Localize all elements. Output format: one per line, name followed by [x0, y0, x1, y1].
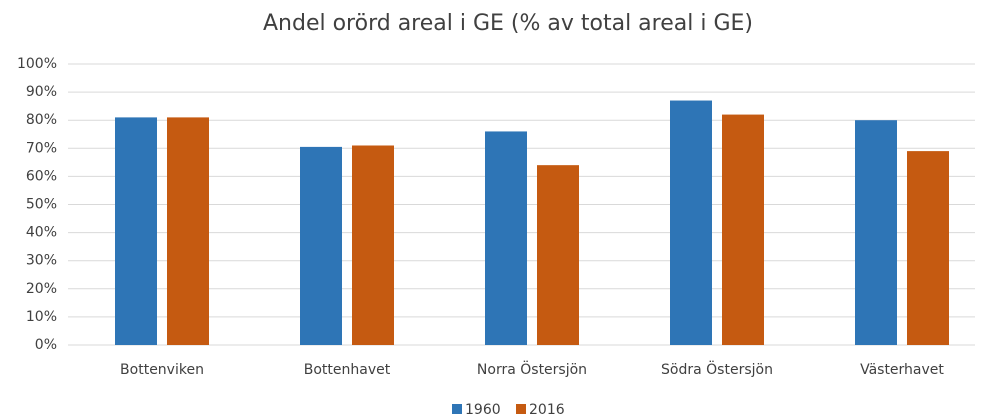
bar [485, 131, 527, 345]
legend-swatch [516, 404, 526, 414]
bar [670, 100, 712, 345]
legend-label: 1960 [465, 402, 501, 418]
legend-label: 2016 [529, 402, 565, 418]
y-tick-label: 10% [26, 309, 57, 325]
bar [907, 151, 949, 345]
x-tick-label: Bottenviken [120, 362, 204, 378]
bar [352, 145, 394, 345]
bar [855, 120, 897, 345]
y-tick-label: 30% [26, 253, 57, 269]
bar [722, 114, 764, 345]
y-tick-label: 40% [26, 225, 57, 241]
x-tick-label: Södra Östersjön [661, 360, 773, 378]
x-tick-label: Bottenhavet [304, 362, 391, 378]
y-tick-label: 70% [26, 140, 57, 156]
y-tick-label: 60% [26, 168, 57, 184]
legend-swatch [452, 404, 462, 414]
y-tick-label: 20% [26, 281, 57, 297]
y-tick-label: 0% [35, 337, 57, 353]
chart-title: Andel orörd areal i GE (% av total areal… [263, 11, 753, 36]
x-tick-label: Norra Östersjön [477, 360, 587, 378]
bar [115, 117, 157, 345]
y-tick-label: 100% [17, 56, 57, 72]
bar [167, 117, 209, 345]
bar [300, 146, 342, 345]
bar [537, 165, 579, 345]
x-tick-label: Västerhavet [860, 362, 944, 378]
y-tick-label: 80% [26, 112, 57, 128]
y-tick-label: 90% [26, 84, 57, 100]
y-tick-label: 50% [26, 197, 57, 213]
